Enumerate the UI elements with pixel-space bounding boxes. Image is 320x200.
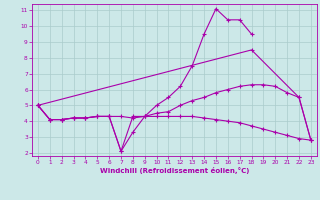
X-axis label: Windchill (Refroidissement éolien,°C): Windchill (Refroidissement éolien,°C) bbox=[100, 167, 249, 174]
